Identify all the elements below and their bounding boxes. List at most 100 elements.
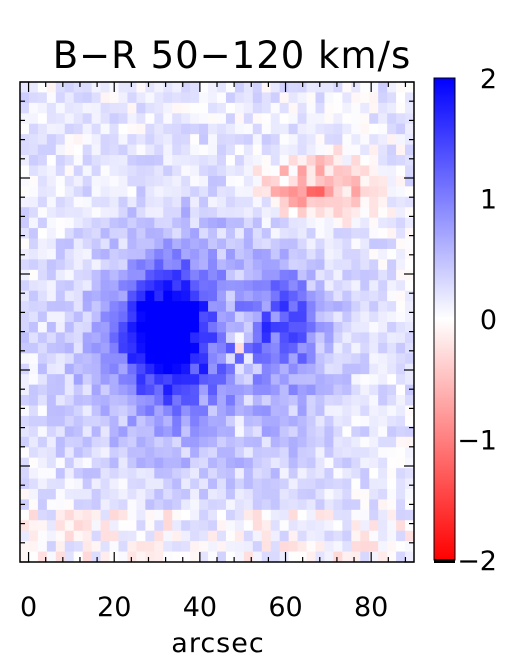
heatmap-cell (360, 478, 370, 490)
heatmap-cell (118, 374, 128, 386)
heatmap-cell (279, 123, 290, 135)
heatmap-cell (109, 165, 119, 177)
heatmap-cell (55, 509, 66, 521)
heatmap-cell (20, 102, 30, 114)
colorbar (433, 77, 456, 561)
heatmap-cell (145, 499, 155, 511)
heatmap-cell (378, 322, 388, 333)
heatmap-cell (118, 541, 128, 553)
heatmap-cell (342, 113, 352, 125)
heatmap-cell (234, 228, 245, 240)
heatmap-cell (270, 405, 281, 417)
heatmap-cell (234, 415, 245, 427)
heatmap-cell (243, 374, 254, 386)
heatmap-cell (306, 395, 316, 406)
heatmap-cell (270, 207, 281, 219)
heatmap-cell (360, 82, 370, 93)
heatmap-cell (136, 530, 146, 542)
heatmap-cell (118, 520, 128, 532)
heatmap-cell (136, 384, 146, 396)
heatmap-cell (100, 447, 111, 459)
heatmap-cell (28, 342, 39, 354)
heatmap-cell (109, 280, 119, 292)
heatmap-cell (55, 322, 66, 333)
heatmap-cell (279, 301, 290, 313)
heatmap-cell (82, 217, 93, 229)
heatmap-cell (261, 447, 272, 459)
heatmap-cell (109, 468, 119, 480)
heatmap-cell (118, 113, 128, 125)
heatmap-cell (217, 82, 227, 93)
heatmap-cell (118, 488, 128, 500)
heatmap-cell (234, 353, 245, 365)
heatmap-cell (288, 541, 299, 553)
heatmap-cell (28, 374, 39, 386)
heatmap-cell (279, 509, 290, 521)
heatmap-cell (91, 92, 102, 104)
heatmap-cell (190, 228, 200, 240)
heatmap-cell (387, 478, 397, 490)
heatmap-cell (163, 322, 173, 333)
heatmap-cell (55, 102, 66, 114)
heatmap-cell (217, 384, 227, 396)
heatmap-cell (82, 395, 93, 406)
heatmap-cell (225, 499, 236, 511)
heatmap-cell (109, 155, 119, 166)
heatmap-cell (243, 248, 254, 260)
heatmap-cell (279, 488, 290, 500)
heatmap-cell (288, 175, 299, 187)
heatmap-cell (46, 102, 57, 114)
heatmap-cell (324, 186, 334, 198)
heatmap-cell (46, 175, 57, 187)
heatmap-cell (315, 311, 325, 323)
heatmap-cell (288, 311, 299, 323)
heatmap-cell (252, 426, 263, 438)
heatmap-cell (279, 290, 290, 302)
heatmap-cell (279, 228, 290, 240)
heatmap-cell (217, 92, 227, 104)
heatmap-cell (163, 113, 173, 125)
heatmap-cell (82, 175, 93, 187)
heatmap-cell (369, 196, 379, 208)
heatmap-cell (396, 165, 406, 177)
heatmap-cell (270, 551, 281, 563)
heatmap-cell (181, 238, 191, 250)
heatmap-cell (324, 311, 334, 323)
heatmap-cell (360, 217, 370, 229)
x-tick-label: 40 (183, 592, 217, 623)
heatmap-cell (270, 165, 281, 177)
heatmap-cell (154, 541, 164, 553)
heatmap-cell (306, 217, 316, 229)
heatmap-cell (396, 207, 406, 219)
heatmap-cell (306, 447, 316, 459)
heatmap-cell (55, 165, 66, 177)
heatmap-cell (225, 228, 236, 240)
heatmap-cell (315, 259, 325, 271)
heatmap-cell (181, 520, 191, 532)
heatmap-cell (270, 123, 281, 135)
heatmap-cell (333, 82, 343, 93)
heatmap-cell (127, 374, 137, 386)
heatmap-cell (208, 123, 218, 135)
heatmap-cell (127, 322, 137, 333)
heatmap-cell (91, 457, 102, 469)
heatmap-cell (261, 520, 272, 532)
heatmap-cell (369, 82, 379, 93)
heatmap-cell (145, 436, 155, 448)
heatmap-cell (396, 311, 406, 323)
heatmap-cell (252, 290, 263, 302)
heatmap-cell (118, 395, 128, 406)
heatmap-cell (234, 384, 245, 396)
heatmap-cell (118, 468, 128, 480)
heatmap-cell (172, 520, 182, 532)
heatmap-cell (55, 186, 66, 198)
heatmap-cell (243, 395, 254, 406)
heatmap-cell (127, 228, 137, 240)
heatmap-cell (181, 363, 191, 375)
heatmap-cell (333, 113, 343, 125)
heatmap-cell (154, 426, 164, 438)
heatmap-cell (190, 301, 200, 313)
heatmap-cell (360, 301, 370, 313)
heatmap-cell (73, 436, 84, 448)
heatmap-cell (369, 123, 379, 135)
